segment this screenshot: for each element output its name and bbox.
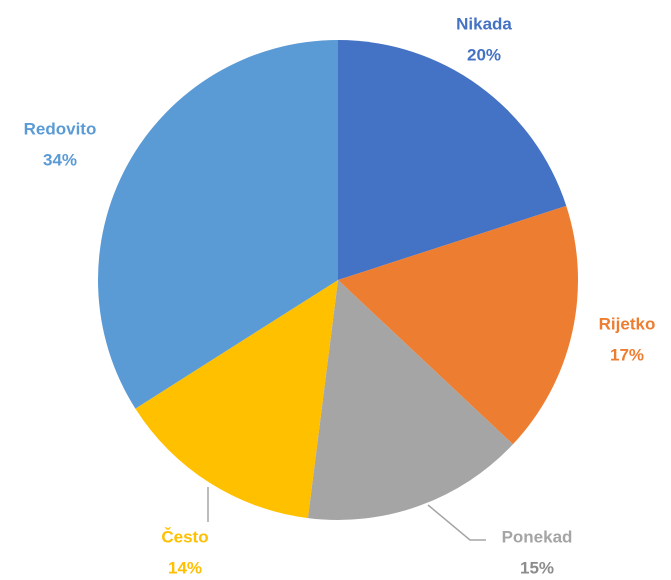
slice-value: 14% [168,558,202,577]
slices [97,40,578,520]
slice-label: Ponekad [502,527,573,546]
slice-value: 17% [610,345,644,364]
slice-value: 20% [467,45,501,64]
slice [135,280,338,519]
slice [97,40,338,409]
slice [338,205,578,445]
slice-value: 15% [520,558,554,577]
slice-label: Rijetko [599,314,656,333]
slice-label: Redovito [24,119,97,138]
slice-value: 34% [43,150,77,169]
slice [338,40,567,280]
slice-label: Nikada [456,14,512,33]
leader-line [427,504,486,541]
slice [307,280,513,520]
slice-label: Često [161,527,208,546]
